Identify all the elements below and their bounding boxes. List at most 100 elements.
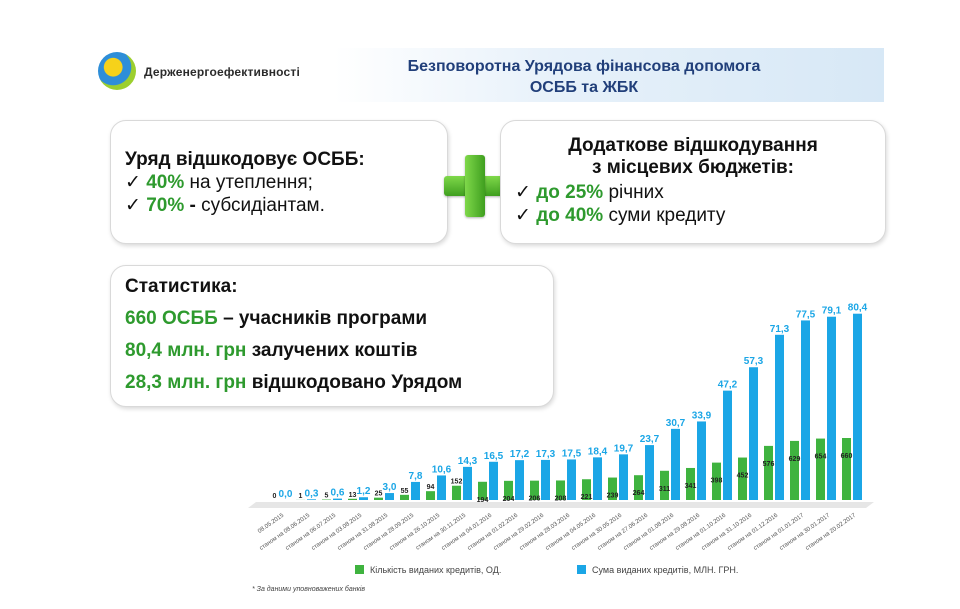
sum-bar <box>775 334 784 500</box>
box-title: Статистика: <box>125 276 238 297</box>
count-label: 0 <box>273 493 277 500</box>
count-label: 452 <box>737 473 749 480</box>
local-budget-box: Додаткове відшкодування з місцевих бюдже… <box>500 120 886 244</box>
count-bar <box>426 491 435 500</box>
count-bar <box>738 457 747 500</box>
sum-label: 23,7 <box>640 434 660 445</box>
count-label: 206 <box>529 496 541 503</box>
count-label: 576 <box>763 461 775 468</box>
header-band <box>334 48 884 102</box>
sum-label: 0,3 <box>305 488 319 499</box>
count-label: 13 <box>349 492 357 499</box>
count-bar <box>842 438 851 500</box>
sum-bar <box>411 481 420 500</box>
count-label: 194 <box>477 497 489 504</box>
count-label: 152 <box>451 479 463 486</box>
sum-label: 17,5 <box>562 448 582 459</box>
count-bar <box>530 480 539 500</box>
sum-bar <box>567 459 576 500</box>
sum-label: 57,3 <box>744 356 764 367</box>
count-bar <box>374 497 383 500</box>
sum-label: 79,1 <box>822 306 842 317</box>
list-item: ✓ до 25% річних <box>515 182 664 203</box>
sum-label: 10,6 <box>432 464 452 475</box>
sum-label: 0,6 <box>331 488 345 499</box>
count-label: 221 <box>581 494 593 501</box>
sum-bar <box>827 316 836 500</box>
sum-bar <box>749 367 758 500</box>
plus-icon <box>444 155 506 217</box>
count-bar <box>452 485 461 500</box>
count-bar <box>660 470 669 500</box>
count-bar <box>634 475 643 500</box>
sum-bar <box>619 454 628 500</box>
sum-bar <box>801 320 810 500</box>
page-title: Безповоротна Урядова фінансова допомога … <box>334 56 834 98</box>
count-bar <box>504 480 513 500</box>
sum-bar <box>645 445 654 500</box>
sum-label: 30,7 <box>666 418 686 429</box>
sum-label: 33,9 <box>692 410 712 421</box>
sum-label: 18,4 <box>588 446 608 457</box>
sum-bar <box>489 461 498 500</box>
sum-bar <box>593 457 602 500</box>
list-item: ✓ до 40% суми кредиту <box>515 205 726 226</box>
sum-label: 7,8 <box>409 471 423 482</box>
count-label: 341 <box>685 483 697 490</box>
statistics-box: Статистика: 660 ОСББ – учасників програм… <box>110 265 554 407</box>
count-label: 208 <box>555 495 567 502</box>
sum-bar <box>437 475 446 500</box>
count-bar <box>712 462 721 500</box>
sum-label: 17,2 <box>510 449 530 460</box>
check-icon: ✓ <box>125 195 141 216</box>
count-bar <box>478 481 487 500</box>
sum-bar <box>333 498 342 500</box>
box-title: Уряд відшкодовує ОСББ: <box>125 149 365 170</box>
category-label: станом на 20.02.2017 <box>805 512 858 552</box>
count-label: 25 <box>375 491 383 498</box>
count-label: 654 <box>815 454 827 461</box>
sum-label: 77,5 <box>796 309 816 320</box>
sum-bar <box>671 428 680 500</box>
count-bar <box>400 494 409 500</box>
count-bar <box>556 480 565 500</box>
sum-label: 80,4 <box>848 303 868 314</box>
count-label: 264 <box>633 490 645 497</box>
box-title-line1: Додаткове відшкодування <box>568 135 818 156</box>
box-title-line2: з місцевих бюджетів: <box>592 157 794 178</box>
footnote: * За даними уповноважених банків <box>252 586 366 593</box>
count-label: 660 <box>841 453 853 460</box>
legend-sum-swatch <box>577 565 586 574</box>
sum-bar <box>853 313 862 500</box>
sum-label: 19,7 <box>614 443 634 454</box>
stat-line: 80,4 млн. грн залучених коштів <box>125 340 418 361</box>
count-bar <box>816 438 825 500</box>
count-bar <box>608 477 617 500</box>
sum-label: 0,0 <box>279 489 293 500</box>
count-label: 239 <box>607 493 619 500</box>
sum-bar <box>541 459 550 500</box>
legend-count-label: Кількість виданих кредитів, ОД. <box>370 565 501 575</box>
count-label: 204 <box>503 496 515 503</box>
agency-name: Держенергоефективності <box>144 65 301 79</box>
sum-label: 71,3 <box>770 324 790 335</box>
sum-label: 47,2 <box>718 380 738 391</box>
count-label: 398 <box>711 478 723 485</box>
count-bar <box>764 445 773 500</box>
check-icon: ✓ <box>515 205 531 226</box>
chart-floor <box>248 502 874 508</box>
stat-line: 660 ОСББ – учасників програми <box>125 308 428 329</box>
count-bar <box>790 440 799 500</box>
list-item: ✓ 70% - субсидіантам. <box>125 195 325 216</box>
sum-label: 14,3 <box>458 456 478 467</box>
count-label: 311 <box>659 486 670 493</box>
government-compensation-box: Уряд відшкодовує ОСББ: ✓ 40% на утепленн… <box>110 120 448 244</box>
check-icon: ✓ <box>515 182 531 203</box>
count-label: 629 <box>789 456 801 463</box>
sum-bar <box>359 497 368 500</box>
list-item: ✓ 40% на утеплення; <box>125 172 313 193</box>
sum-bar <box>463 466 472 500</box>
sum-bar <box>385 493 394 500</box>
count-bar <box>686 467 695 500</box>
